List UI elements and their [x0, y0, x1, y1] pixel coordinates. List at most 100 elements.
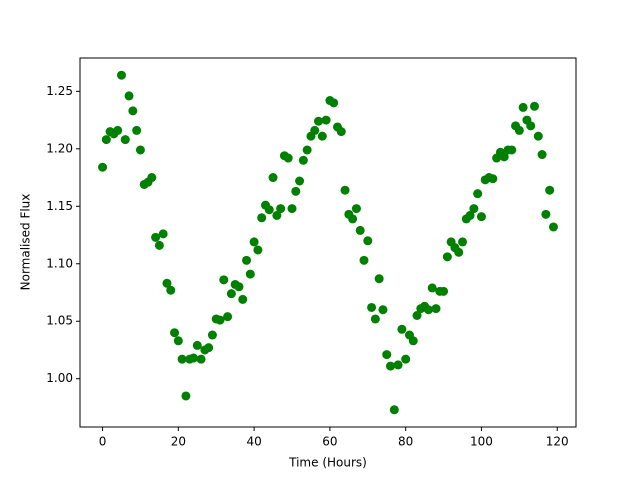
- point: [397, 324, 407, 334]
- point: [412, 310, 422, 320]
- point: [499, 152, 509, 162]
- point: [151, 232, 161, 242]
- point: [378, 305, 388, 315]
- point: [154, 240, 164, 250]
- point: [469, 204, 479, 214]
- x-axis-label: Time (Hours): [288, 456, 367, 470]
- point: [442, 252, 452, 262]
- point: [389, 405, 399, 415]
- point: [401, 354, 411, 364]
- point: [408, 336, 418, 346]
- point: [537, 150, 547, 160]
- point: [374, 274, 384, 284]
- point: [340, 185, 350, 195]
- point: [530, 101, 540, 111]
- point: [173, 336, 183, 346]
- point: [488, 174, 498, 184]
- point: [147, 173, 157, 183]
- point: [291, 186, 301, 196]
- point: [207, 330, 217, 340]
- point: [249, 237, 259, 247]
- point: [188, 353, 198, 363]
- point: [204, 343, 214, 353]
- point: [215, 315, 225, 325]
- plot-frame: [79, 57, 577, 428]
- point: [465, 210, 475, 220]
- point: [132, 125, 142, 135]
- y-tick-label: 1.25: [46, 84, 73, 98]
- y-tick-label: 1.10: [46, 256, 73, 270]
- point: [473, 189, 483, 199]
- y-tick-label: 1.00: [46, 371, 73, 385]
- point: [541, 209, 551, 219]
- point: [545, 185, 555, 195]
- point: [317, 131, 327, 141]
- point: [264, 205, 274, 215]
- x-tick-label: 40: [246, 435, 261, 449]
- point: [170, 328, 180, 338]
- point: [386, 361, 396, 371]
- point: [476, 212, 486, 222]
- point: [113, 125, 123, 135]
- point: [181, 391, 191, 401]
- point: [177, 354, 187, 364]
- x-tick-label: 20: [171, 435, 186, 449]
- point: [101, 135, 111, 145]
- point: [382, 350, 392, 360]
- point: [276, 204, 286, 214]
- point: [439, 286, 449, 296]
- point: [423, 305, 433, 315]
- point: [253, 245, 263, 255]
- point: [533, 131, 543, 141]
- point: [234, 282, 244, 292]
- point: [367, 302, 377, 312]
- point: [363, 236, 373, 246]
- point: [135, 145, 145, 155]
- point: [348, 214, 358, 224]
- y-axis-label: Normalised Flux: [19, 194, 33, 291]
- point: [272, 210, 282, 220]
- point: [526, 121, 536, 131]
- point: [98, 162, 108, 172]
- point: [162, 278, 172, 288]
- point: [166, 285, 176, 295]
- point: [336, 127, 346, 137]
- x-tick-label: 100: [470, 435, 493, 449]
- point: [257, 213, 267, 223]
- point: [158, 229, 168, 239]
- y-tick-label: 1.15: [46, 199, 73, 213]
- point: [287, 204, 297, 214]
- point: [302, 145, 312, 155]
- point: [507, 145, 517, 155]
- point: [223, 312, 233, 322]
- x-tick-label: 0: [99, 435, 107, 449]
- point: [351, 204, 361, 214]
- x-tick-label: 60: [322, 435, 337, 449]
- point: [370, 314, 380, 324]
- point: [242, 255, 252, 265]
- point: [454, 247, 464, 257]
- point: [124, 91, 134, 101]
- x-tick-label: 120: [546, 435, 569, 449]
- point: [120, 135, 130, 145]
- y-tick-label: 1.05: [46, 314, 73, 328]
- point: [329, 98, 339, 108]
- y-tick-label: 1.20: [46, 141, 73, 155]
- point: [268, 173, 278, 183]
- point: [226, 289, 236, 299]
- point: [128, 106, 138, 116]
- point: [431, 304, 441, 314]
- point: [245, 269, 255, 279]
- point: [548, 222, 558, 232]
- point: [321, 115, 331, 125]
- point: [310, 125, 320, 135]
- point: [393, 360, 403, 370]
- point: [116, 70, 126, 80]
- point: [427, 283, 437, 293]
- point: [359, 255, 369, 265]
- point: [355, 225, 365, 235]
- point: [196, 354, 206, 364]
- point: [518, 102, 528, 112]
